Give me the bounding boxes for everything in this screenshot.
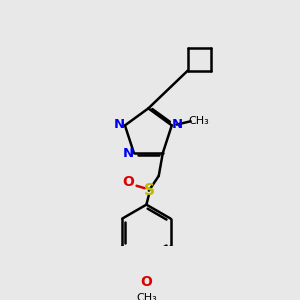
Text: N: N <box>172 118 183 131</box>
Text: N: N <box>114 118 125 131</box>
Text: CH₃: CH₃ <box>136 293 157 300</box>
Text: S: S <box>143 183 155 198</box>
Text: CH₃: CH₃ <box>188 116 209 126</box>
Text: N: N <box>123 147 134 160</box>
Text: O: O <box>140 275 152 289</box>
Text: O: O <box>122 175 134 189</box>
